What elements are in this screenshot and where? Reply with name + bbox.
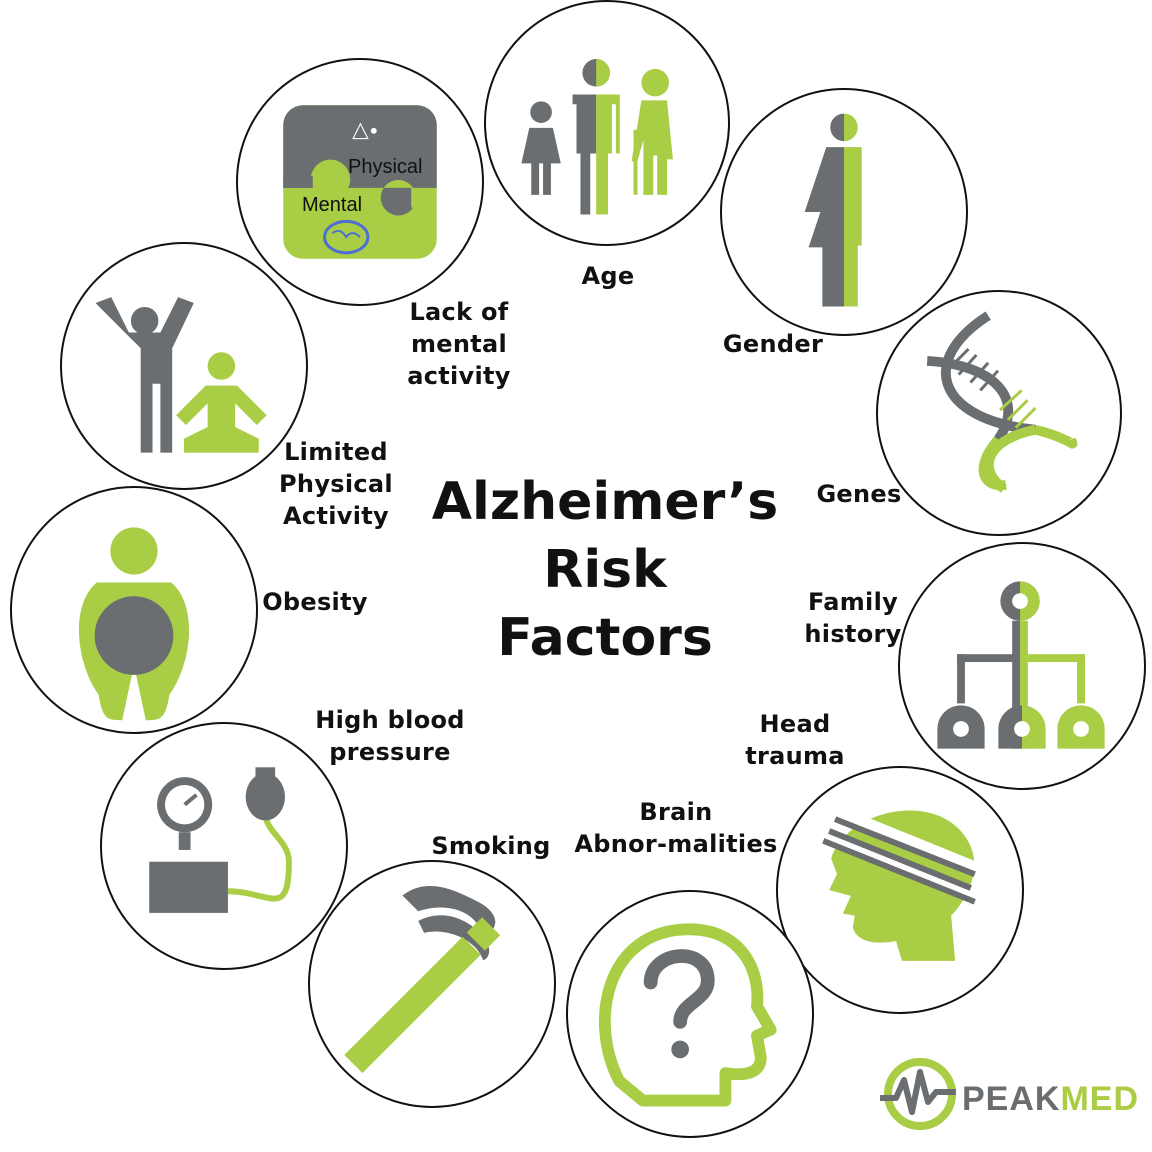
genes-circle bbox=[876, 290, 1122, 536]
logo-text: PEAKMED bbox=[962, 1080, 1139, 1119]
lack-of-mental-activity-label: Lack of mental activity bbox=[407, 298, 511, 390]
family-history-label: Family history bbox=[804, 588, 902, 648]
brain-abnormalities-label: Brain Abnor-malities bbox=[574, 798, 778, 858]
family-tree-icon bbox=[937, 581, 1105, 749]
puzzle-physical-text: Physical bbox=[348, 156, 423, 178]
logo-text-peak: PEAK bbox=[962, 1080, 1061, 1118]
bandaged-head-icon bbox=[822, 806, 978, 961]
obesity-circle bbox=[10, 486, 258, 734]
dna-icon bbox=[926, 311, 1078, 493]
brain-abnormalities-circle bbox=[566, 890, 814, 1138]
cigarette-icon bbox=[344, 886, 501, 1074]
smoking-label: Smoking bbox=[431, 832, 551, 860]
mental-activity-circle: △ Physical Mental bbox=[236, 58, 484, 306]
age-label: Age bbox=[581, 262, 635, 290]
obesity-label: Obesity bbox=[262, 588, 368, 616]
logo-text-med: MED bbox=[1060, 1080, 1140, 1118]
physical-activity-circle bbox=[60, 242, 308, 490]
diagram-title: Alzheimer’s Risk Factors bbox=[431, 472, 779, 668]
blood-pressure-gauge-icon bbox=[149, 767, 292, 913]
smoking-circle bbox=[308, 860, 556, 1108]
genes-label: Genes bbox=[816, 480, 902, 508]
gender-circle bbox=[720, 88, 968, 336]
puzzle-mental-text: Mental bbox=[302, 194, 363, 216]
head-trauma-circle bbox=[776, 766, 1024, 1014]
limited-physical-activity-label: Limited Physical Activity bbox=[279, 438, 393, 530]
gender-split-icon bbox=[804, 113, 862, 307]
age-group-icon bbox=[521, 59, 673, 215]
blood-pressure-circle bbox=[100, 722, 348, 970]
head-trauma-label: Head trauma bbox=[745, 710, 845, 770]
head-question-icon bbox=[598, 923, 777, 1107]
peakmed-logo bbox=[880, 1058, 956, 1130]
age-circle bbox=[484, 0, 730, 246]
gender-label: Gender bbox=[722, 330, 824, 358]
exercise-people-icon bbox=[95, 297, 267, 453]
family-history-circle bbox=[898, 542, 1146, 790]
high-blood-pressure-label: High blood pressure bbox=[315, 706, 465, 766]
svg-text:△: △ bbox=[352, 118, 369, 143]
puzzle-icon: △ bbox=[283, 105, 437, 259]
obese-person-icon bbox=[78, 527, 190, 721]
